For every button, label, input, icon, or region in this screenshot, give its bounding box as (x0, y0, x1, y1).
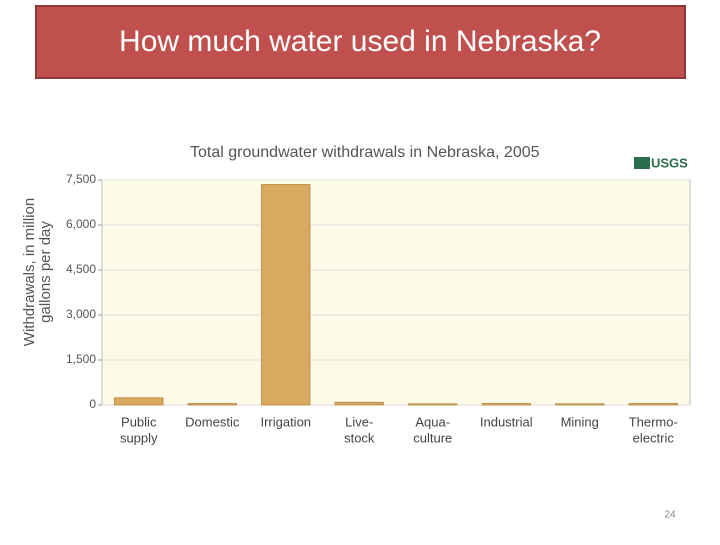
slide-title: How much water used in Nebraska? (119, 25, 601, 58)
y-tick-label: 3,000 (66, 307, 96, 321)
bar (114, 397, 164, 406)
logo-icon (634, 157, 650, 169)
x-tick-label: Thermo- (629, 414, 678, 429)
bar (261, 184, 311, 406)
y-tick-label: 0 (89, 397, 96, 411)
x-tick-label: Domestic (185, 414, 240, 429)
x-tick-label: stock (344, 430, 375, 445)
x-tick-label: Live- (345, 414, 373, 429)
x-tick-label: Irrigation (260, 414, 311, 429)
bar (481, 403, 531, 406)
bar (334, 401, 384, 406)
y-tick-label: 4,500 (66, 262, 96, 276)
plot-area (101, 179, 691, 406)
x-tick-label: Public (121, 414, 157, 429)
y-tick-label: 7,500 (66, 172, 96, 186)
page-number: 24 (664, 510, 676, 521)
y-axis-label-line: Withdrawals, in million (21, 198, 38, 346)
x-tick-label: supply (120, 430, 158, 445)
bar (187, 403, 237, 406)
bar (555, 403, 605, 406)
x-tick-label: culture (413, 430, 452, 445)
y-tick-label: 1,500 (66, 352, 96, 366)
bar (408, 403, 458, 406)
x-tick-label: Industrial (480, 414, 533, 429)
y-axis-label: Withdrawals, in million gallons per day (21, 198, 54, 346)
chart-title: Total groundwater withdrawals in Nebrask… (190, 144, 540, 161)
y-tick-label: 6,000 (66, 217, 96, 231)
title-box (35, 5, 686, 79)
bar (628, 403, 678, 406)
x-tick-label: electric (633, 430, 675, 445)
x-tick-label: Mining (561, 414, 599, 429)
x-tick-label: Aqua- (415, 414, 450, 429)
logo: USGS (651, 155, 688, 170)
y-axis-label-line: gallons per day (37, 221, 54, 323)
